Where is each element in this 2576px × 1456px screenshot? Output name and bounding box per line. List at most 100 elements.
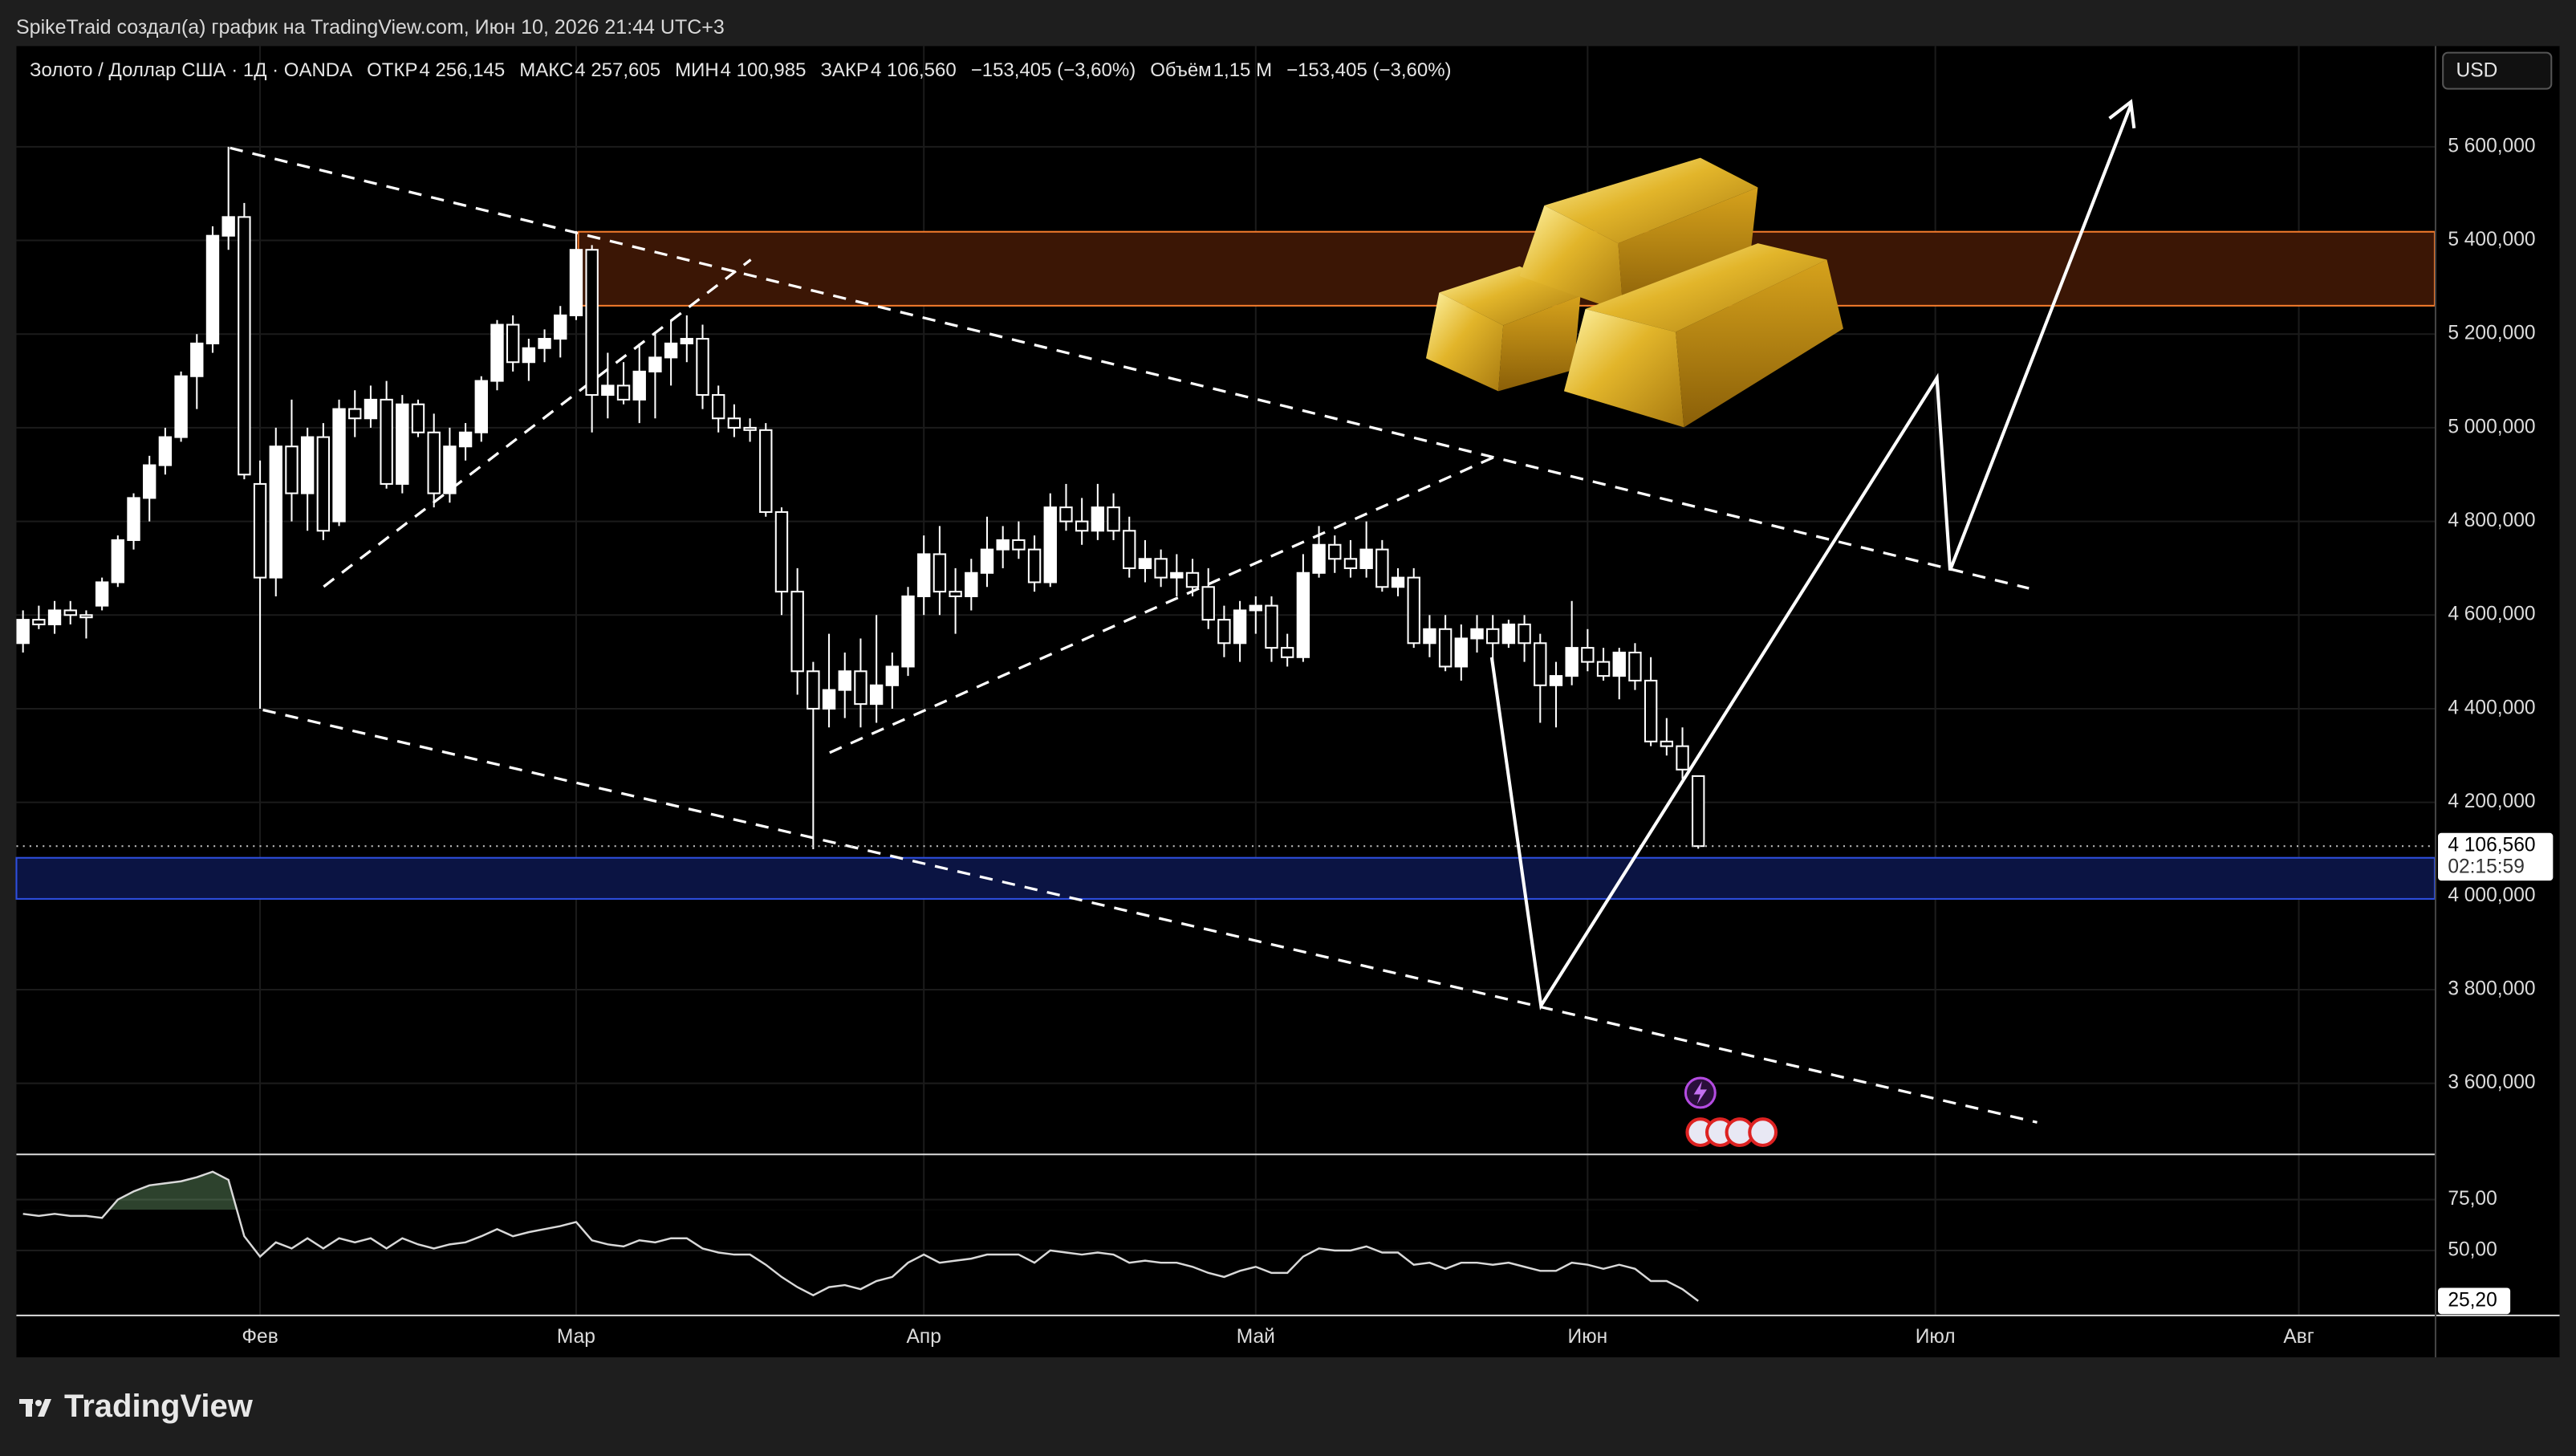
candle-body bbox=[253, 482, 267, 579]
overbought-area bbox=[22, 1171, 1699, 1210]
y-tick-label: 5 200,000 bbox=[2448, 323, 2535, 344]
arrow-head bbox=[2108, 99, 2136, 129]
forecast-line bbox=[1489, 104, 2133, 1011]
gold-bar bbox=[1544, 157, 1758, 244]
candle-body bbox=[822, 689, 836, 710]
candle-body bbox=[1470, 628, 1484, 640]
gold-bar bbox=[1519, 205, 1623, 313]
candle-body bbox=[807, 670, 820, 710]
rsi-value-box bbox=[2438, 1287, 2511, 1315]
gold-bar bbox=[1585, 243, 1827, 332]
candle-body bbox=[1565, 647, 1579, 677]
legend-value: −153,405 (−3,60%) bbox=[970, 59, 1136, 81]
currency-box[interactable] bbox=[2442, 51, 2553, 90]
header: SpikeTraid создал(а) график на TradingVi… bbox=[16, 16, 725, 39]
candle-body bbox=[696, 338, 709, 397]
legend-item: МИН4 100,985 bbox=[675, 59, 806, 82]
rising-channel bbox=[829, 453, 1499, 754]
candle-body bbox=[1407, 576, 1420, 645]
candle-body bbox=[174, 375, 188, 438]
candle-body bbox=[111, 539, 125, 584]
candle-body bbox=[127, 497, 140, 541]
logo[interactable]: TradingView bbox=[19, 1389, 253, 1425]
candle-body bbox=[348, 408, 362, 420]
candle-body bbox=[727, 417, 742, 429]
legend-value: 4 100,985 bbox=[720, 59, 807, 81]
candle-body bbox=[632, 370, 646, 401]
legend-label: Объём bbox=[1150, 59, 1212, 81]
candle-body bbox=[1660, 740, 1674, 747]
x-tick-label: Май bbox=[1237, 1326, 1275, 1348]
candle-body bbox=[16, 619, 30, 645]
candle-body bbox=[1486, 628, 1500, 645]
candle-body bbox=[1549, 675, 1563, 686]
candle-body bbox=[1391, 576, 1405, 588]
candle-body bbox=[1676, 745, 1689, 771]
y-tick-label: 4 000,000 bbox=[2448, 885, 2535, 906]
candle-body bbox=[680, 338, 693, 344]
legend-label: МИН bbox=[675, 59, 719, 81]
last-price-label: 4 106,560 bbox=[2448, 835, 2535, 856]
candle-body bbox=[554, 314, 567, 340]
legend-value: 4 256,145 bbox=[419, 59, 506, 81]
candle-body bbox=[1692, 775, 1705, 848]
currency[interactable]: USD bbox=[2456, 60, 2498, 82]
candle-body bbox=[601, 384, 615, 397]
trend-lines bbox=[230, 146, 2038, 1124]
candle-body bbox=[285, 445, 299, 494]
x-tick-label: Июл bbox=[1916, 1326, 1956, 1348]
legend-value: 4 106,560 bbox=[870, 59, 957, 81]
candle-body bbox=[790, 591, 804, 673]
candle-body bbox=[1012, 539, 1026, 551]
candle-body bbox=[143, 464, 156, 499]
candle-body bbox=[205, 234, 220, 344]
gold-bar bbox=[1563, 308, 1684, 428]
candle-body bbox=[949, 591, 962, 597]
candle-body bbox=[79, 614, 93, 619]
candle-body bbox=[1501, 623, 1516, 645]
legend-item: ОТКР4 256,145 bbox=[367, 59, 505, 82]
candle-body bbox=[506, 323, 520, 364]
y-tick-label: 5 600,000 bbox=[2448, 135, 2535, 157]
candle-body bbox=[1328, 543, 1342, 560]
candle-body bbox=[427, 431, 441, 494]
candle-body bbox=[538, 338, 551, 349]
candle-body bbox=[917, 553, 931, 597]
candle-body bbox=[712, 394, 725, 420]
candle-body bbox=[158, 436, 173, 466]
candle-body bbox=[1201, 586, 1215, 621]
candle-body bbox=[854, 670, 867, 706]
x-tick-label: Июн bbox=[1568, 1326, 1608, 1348]
legend-label: МАКС bbox=[519, 59, 574, 81]
legend: Золото / Доллар США · 1Д · OANDA ОТКР4 2… bbox=[30, 59, 1452, 82]
x-tick-label: Авг bbox=[2283, 1326, 2314, 1348]
logo-icon bbox=[19, 1398, 51, 1417]
candle-body bbox=[1091, 506, 1105, 532]
logo-text: TradingView bbox=[64, 1389, 253, 1424]
candle-body bbox=[1534, 642, 1547, 686]
legend-item: −153,405 (−3,60%) bbox=[971, 59, 1136, 82]
candle-body bbox=[1280, 647, 1294, 658]
candle-body bbox=[869, 684, 884, 706]
candle-body bbox=[1375, 548, 1389, 588]
gold-bar bbox=[1676, 259, 1843, 428]
candle-body bbox=[1596, 661, 1611, 677]
candle-body bbox=[1123, 530, 1136, 569]
candle-body bbox=[95, 581, 109, 607]
candle-body bbox=[316, 436, 331, 532]
candle-body bbox=[1217, 619, 1231, 645]
last-price-box bbox=[2438, 832, 2554, 881]
y-tick-label: 4 200,000 bbox=[2448, 791, 2535, 812]
candle-body bbox=[1154, 558, 1168, 579]
candle-body bbox=[380, 398, 393, 485]
candle-body bbox=[1628, 651, 1642, 681]
candle-body bbox=[1107, 506, 1120, 532]
gold-bar bbox=[1498, 295, 1581, 392]
legend-label: ЗАКР bbox=[820, 59, 869, 81]
legend-value: −153,405 (−3,60%) bbox=[1286, 59, 1452, 81]
gold-bar bbox=[1618, 187, 1758, 313]
candle-body bbox=[1518, 623, 1531, 645]
candle-body bbox=[1296, 571, 1310, 658]
